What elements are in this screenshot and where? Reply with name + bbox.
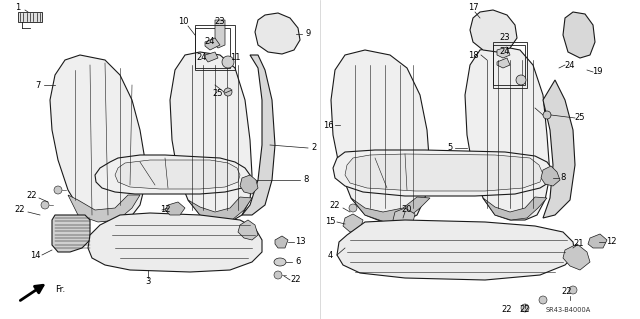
Polygon shape [465,46,550,220]
Polygon shape [588,234,607,248]
Text: 8: 8 [303,175,308,184]
Text: 2: 2 [312,144,317,152]
Text: 19: 19 [592,68,602,77]
Text: 21: 21 [573,239,584,248]
Text: 9: 9 [305,29,310,39]
Polygon shape [543,80,575,218]
Text: 24: 24 [205,38,215,47]
Polygon shape [242,55,275,215]
Circle shape [543,111,551,119]
Text: 3: 3 [145,278,150,286]
Polygon shape [563,244,590,270]
Polygon shape [563,12,595,58]
Polygon shape [345,154,543,191]
Text: 4: 4 [328,250,333,259]
Text: 24: 24 [564,61,575,70]
Polygon shape [541,166,560,186]
Circle shape [539,296,547,304]
Text: 17: 17 [468,4,478,12]
Text: 1: 1 [15,4,20,12]
Text: 14: 14 [29,250,40,259]
Polygon shape [331,50,430,222]
Text: 7: 7 [35,80,41,90]
Circle shape [569,286,577,294]
Text: 5: 5 [447,144,452,152]
Text: 12: 12 [605,238,616,247]
Circle shape [274,271,282,279]
Polygon shape [275,236,288,248]
Text: 20: 20 [402,205,412,214]
Circle shape [224,88,232,96]
Text: 12: 12 [160,205,170,214]
Text: 16: 16 [323,121,333,130]
Text: 13: 13 [294,238,305,247]
Text: 22: 22 [562,287,572,296]
Polygon shape [497,47,510,58]
Text: Fr.: Fr. [55,286,65,294]
Text: 22: 22 [15,205,25,214]
Text: 25: 25 [575,114,585,122]
Text: 10: 10 [178,18,188,26]
Polygon shape [50,55,145,222]
Polygon shape [205,38,220,50]
Polygon shape [68,195,140,222]
Polygon shape [470,10,517,52]
Polygon shape [240,175,258,194]
Polygon shape [88,213,262,272]
Circle shape [54,186,62,194]
Polygon shape [337,220,575,280]
Text: 11: 11 [230,53,240,62]
Text: 24: 24 [500,48,510,56]
Polygon shape [170,52,252,222]
Polygon shape [333,150,553,196]
Text: 6: 6 [295,257,301,266]
Text: 8: 8 [560,174,566,182]
Circle shape [516,75,526,85]
Text: SR43-B4000A: SR43-B4000A [545,307,591,313]
Text: 22: 22 [502,306,512,315]
Ellipse shape [274,258,286,266]
Text: 22: 22 [27,190,37,199]
Text: 22: 22 [330,202,340,211]
Polygon shape [188,197,252,222]
Circle shape [222,56,234,68]
Text: 23: 23 [500,33,510,42]
Text: 24: 24 [196,53,207,62]
Text: 15: 15 [324,218,335,226]
Circle shape [521,304,529,312]
Polygon shape [343,214,363,232]
Text: 25: 25 [212,88,223,98]
Polygon shape [115,160,240,189]
Polygon shape [52,215,90,252]
Polygon shape [497,58,510,68]
Circle shape [41,201,49,209]
Polygon shape [393,208,415,225]
Polygon shape [165,202,185,215]
Polygon shape [18,12,42,22]
Polygon shape [255,13,300,54]
Polygon shape [238,220,258,240]
Text: 23: 23 [214,17,225,26]
Polygon shape [483,197,547,220]
Polygon shape [351,197,430,222]
Text: 22: 22 [291,276,301,285]
Polygon shape [95,155,250,194]
Text: 22: 22 [520,306,531,315]
Circle shape [349,204,357,212]
Polygon shape [205,52,218,62]
Text: 18: 18 [468,50,478,60]
Polygon shape [215,20,225,48]
